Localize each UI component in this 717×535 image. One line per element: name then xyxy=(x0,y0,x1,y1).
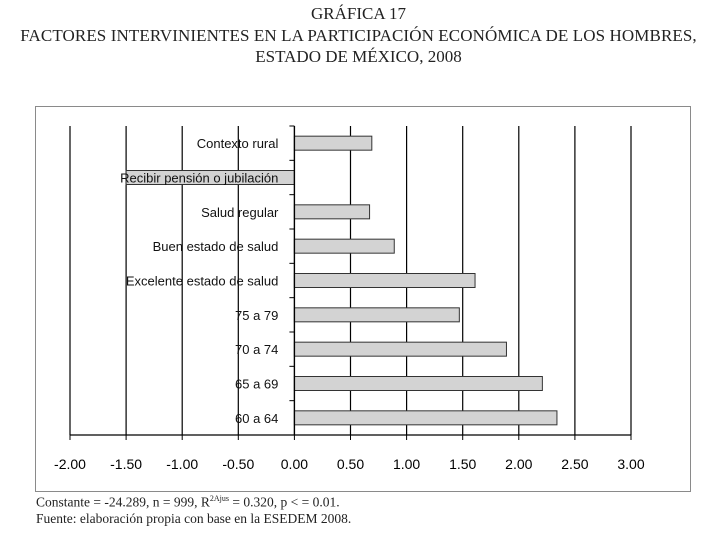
bar xyxy=(293,341,507,357)
category-label: Buen estado de salud xyxy=(153,239,279,254)
category-label: 60 a 64 xyxy=(235,411,278,426)
category-label: 75 a 79 xyxy=(235,308,278,323)
x-tick-label: 3.00 xyxy=(617,456,644,472)
stats-note: Constante = -24.289, n = 999, R2Ajus = 0… xyxy=(36,494,340,510)
bar xyxy=(293,410,558,426)
category-label: Contexto rural xyxy=(197,136,279,151)
source-note: Fuente: elaboración propia con base en l… xyxy=(36,511,352,526)
bar xyxy=(293,204,371,220)
x-tick-label: -1.50 xyxy=(110,456,142,472)
x-tick-label: -2.00 xyxy=(54,456,86,472)
x-tick-label: 2.00 xyxy=(505,456,532,472)
bar xyxy=(293,135,373,151)
chart-frame xyxy=(35,106,691,492)
x-tick-label: 1.00 xyxy=(393,456,420,472)
chart-title-line2: ESTADO DE MÉXICO, 2008 xyxy=(255,47,462,66)
x-tick-label: 0.00 xyxy=(281,456,308,472)
bar xyxy=(293,238,395,254)
x-tick-label: 1.50 xyxy=(449,456,476,472)
bar xyxy=(293,376,543,391)
category-label: 65 a 69 xyxy=(235,377,278,392)
x-tick-label: 0.50 xyxy=(337,456,364,472)
category-label: Recibir pensión o jubilación xyxy=(120,171,278,186)
category-label: Salud regular xyxy=(201,205,279,220)
x-tick-label: -1.00 xyxy=(166,456,198,472)
category-label: Excelente estado de salud xyxy=(126,274,279,289)
chart-title-line1: FACTORES INTERVINIENTES EN LA PARTICIPAC… xyxy=(20,26,697,45)
bar xyxy=(293,307,460,323)
x-tick-label: -0.50 xyxy=(222,456,254,472)
category-label: 70 a 74 xyxy=(235,342,278,357)
figure-number: GRÁFICA 17 xyxy=(311,4,406,23)
x-tick-label: 2.50 xyxy=(561,456,588,472)
bar xyxy=(293,273,476,288)
